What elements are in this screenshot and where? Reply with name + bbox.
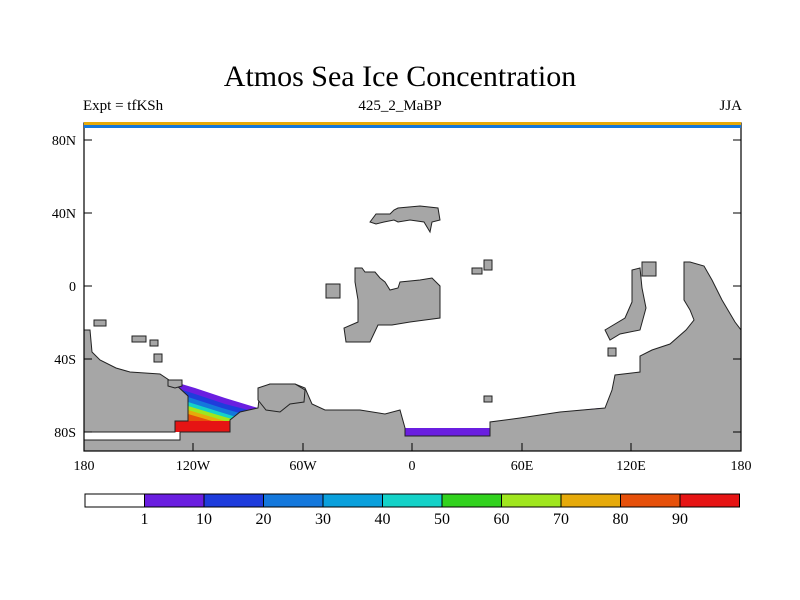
map-content (84, 205, 741, 451)
colorbar-swatch (382, 493, 443, 508)
y-tick-label: 80S (54, 426, 76, 441)
colorbar-label: 50 (434, 511, 450, 528)
x-tick-label: 120E (616, 459, 646, 474)
colorbar-swatch (263, 493, 324, 508)
y-tick-label: 40S (54, 353, 76, 368)
colorbar-swatch (679, 493, 740, 508)
north-rim-ice-blue (84, 125, 741, 128)
x-tick-label: 180 (731, 459, 752, 474)
x-tick-label: 120W (176, 459, 211, 474)
colorbar: 1 10 20 30 40 50 60 70 80 90 (84, 493, 740, 528)
x-tick-label: 60E (511, 459, 534, 474)
season-label: JJA (719, 98, 742, 114)
colorbar-label: 30 (315, 511, 331, 528)
colorbar-swatch (322, 493, 383, 508)
ticks (84, 139, 741, 451)
x-tick-label: 180 (74, 459, 95, 474)
x-tick-label: 60W (289, 459, 317, 474)
colorbar-label: 20 (256, 511, 272, 528)
x-axis-labels: 180 120W 60W 0 60E 120E 180 (74, 459, 752, 474)
colorbar-swatch (144, 493, 205, 508)
experiment-label: Expt = tfKSh (83, 98, 164, 114)
run-label: 425_2_MaBP (358, 98, 442, 114)
y-axis-labels: 80N 40N 0 40S 80S (52, 134, 76, 441)
y-tick-label: 0 (69, 280, 76, 295)
x-tick-label: 0 (409, 459, 416, 474)
colorbar-swatch (84, 493, 145, 508)
colorbar-swatch (620, 493, 681, 508)
y-tick-label: 80N (52, 134, 76, 149)
y-tick-label: 40N (52, 207, 76, 222)
colorbar-label: 80 (613, 511, 629, 528)
colorbar-label: 90 (672, 511, 688, 528)
colorbar-label: 70 (553, 511, 569, 528)
colorbar-swatch (501, 493, 562, 508)
colorbar-swatch (560, 493, 621, 508)
north-rim-ice (84, 122, 741, 125)
map-title: Atmos Sea Ice Concentration (223, 60, 577, 93)
colorbar-label: 60 (494, 511, 510, 528)
colorbar-swatch (203, 493, 264, 508)
land-masses (84, 205, 741, 451)
colorbar-label: 1 (141, 511, 149, 528)
colorbar-label: 10 (196, 511, 212, 528)
colorbar-label: 40 (375, 511, 391, 528)
colorbar-swatch (441, 493, 502, 508)
